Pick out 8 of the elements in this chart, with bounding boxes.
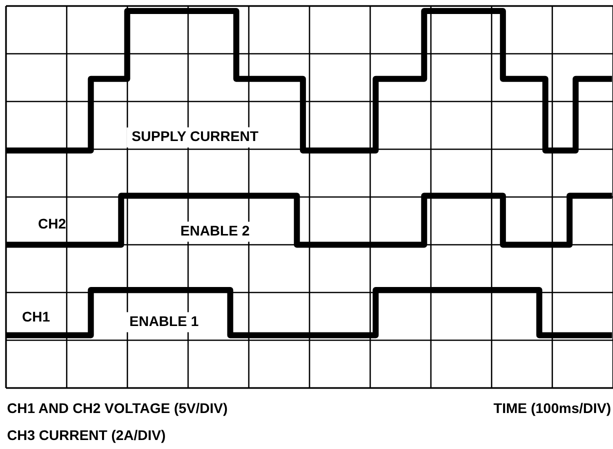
text: CH1 AND CH2 VOLTAGE (5V/DIV) [7,400,228,416]
text: SUPPLY CURRENT [132,128,259,144]
series-label: ENABLE 1 [129,312,199,329]
annotation: CH1 [22,308,50,325]
text: CH3 CURRENT (2A/DIV) [7,427,166,443]
x-axis-title: TIME (100ms/DIV) [494,400,611,416]
annotation: CH2 [38,216,66,232]
series-label: ENABLE 2 [180,222,250,238]
